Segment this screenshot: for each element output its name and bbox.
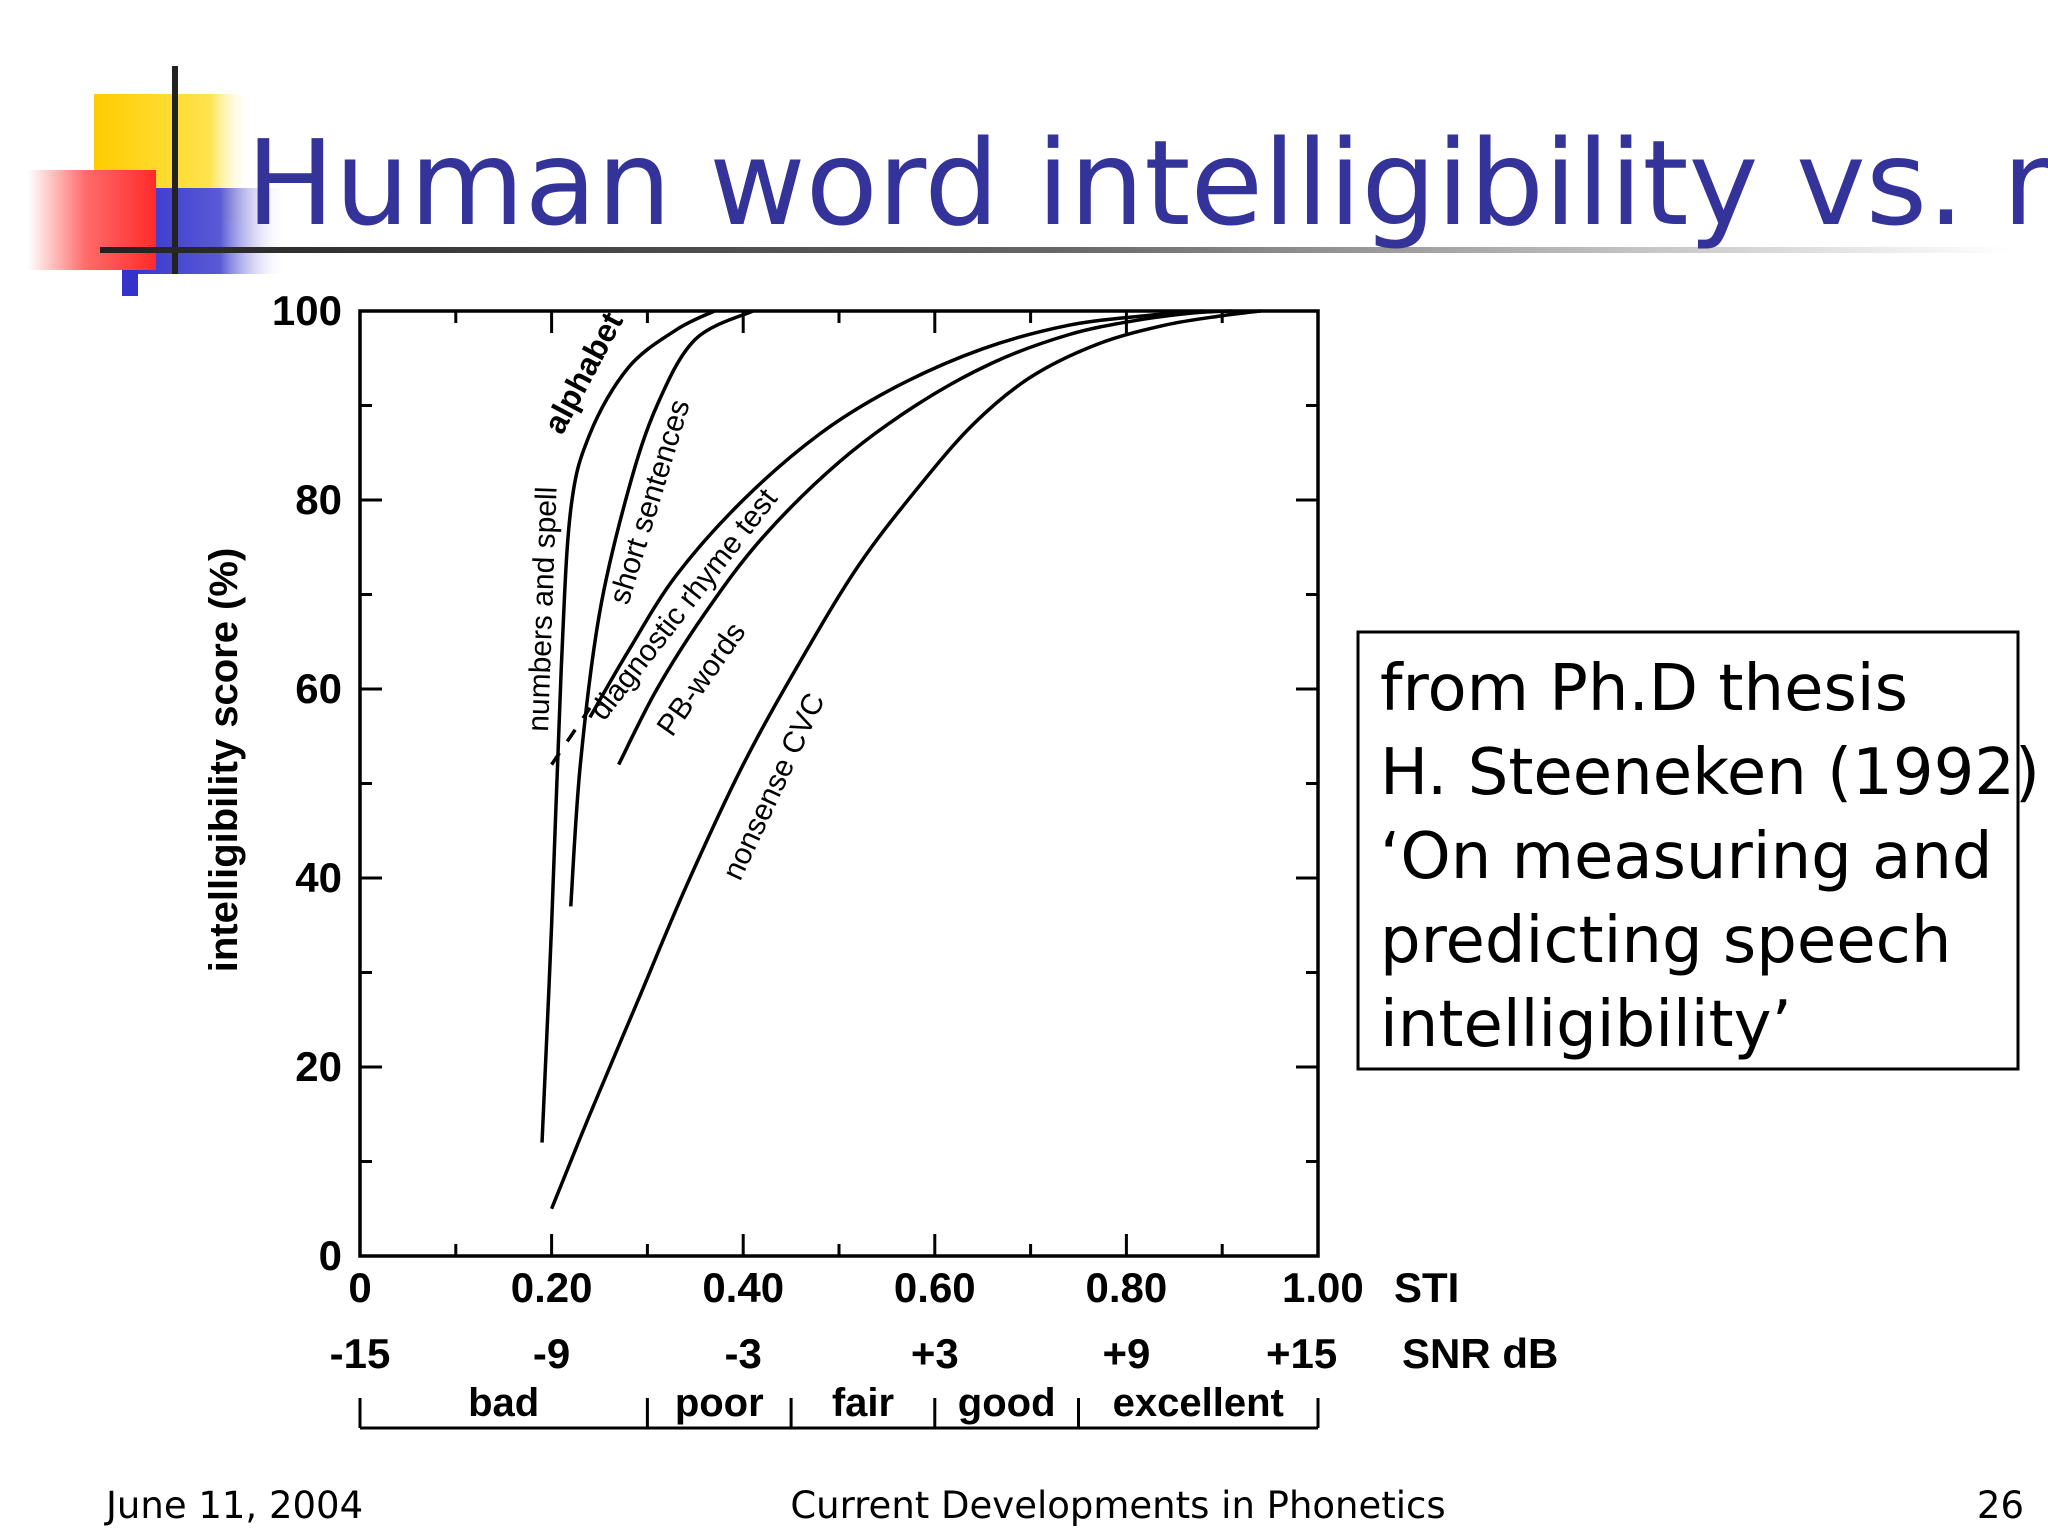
source-note-line-5: intelligibility’ — [1380, 988, 1792, 1062]
curve-pb-words — [617, 309, 1232, 766]
y-tick-label: 40 — [295, 854, 342, 901]
chart: 0 20 40 60 80 100 0 0.20 0.40 0.60 0.80 1.00 STI -15… — [202, 287, 1558, 1430]
footer-page-number: 26 — [1977, 1484, 2024, 1527]
footer-course: Current Developments in Phonetics — [790, 1484, 1445, 1527]
snr-tick-label: +3 — [911, 1330, 959, 1377]
plot-area-border — [358, 309, 1320, 1258]
rating-label: good — [958, 1381, 1056, 1425]
rating-label: bad — [468, 1381, 539, 1425]
rating-label: fair — [832, 1381, 894, 1425]
x-unit-label: STI — [1394, 1264, 1459, 1311]
page-title: Human word intelligibility vs. noise — [246, 114, 2048, 252]
snr-unit-label: SNR dB — [1402, 1330, 1558, 1377]
source-note-line-3: ‘On measuring and — [1380, 820, 1993, 894]
curve-label-numbers-and-spell: numbers and spell — [522, 486, 564, 732]
curve-short-sentences — [569, 309, 754, 907]
x-ticks: 0 0.20 0.40 0.60 0.80 1.00 STI -15 -9 -3 +3 +9 +15 SN… — [330, 311, 1558, 1377]
y-tick-label: 20 — [295, 1043, 342, 1090]
y-ticks: 0 20 40 60 80 100 — [272, 287, 1318, 1279]
title-rule — [100, 247, 2010, 253]
x-tick-label: 0 — [348, 1264, 371, 1311]
source-note-line-1: from Ph.D thesis — [1380, 652, 1908, 726]
x-tick-label: 0.60 — [894, 1264, 976, 1311]
y-axis-label: intelligibility score (%) — [202, 548, 246, 973]
snr-tick-label: -3 — [725, 1330, 762, 1377]
source-note-line-4: predicting speech — [1380, 904, 1951, 978]
y-tick-label: 0 — [319, 1232, 342, 1279]
footer-date: June 11, 2004 — [104, 1484, 363, 1527]
x-tick-label: 1.00 — [1282, 1264, 1364, 1311]
snr-tick-label: +15 — [1266, 1330, 1337, 1377]
x-tick-label: 0.20 — [511, 1264, 593, 1311]
deco-red-square — [28, 170, 156, 270]
curve-numbers-and-spell — [540, 309, 716, 1143]
y-tick-label: 60 — [295, 665, 342, 712]
snr-tick-label: -15 — [330, 1330, 391, 1377]
corner-decoration — [28, 66, 2010, 296]
plot-frame — [358, 309, 1320, 1258]
snr-tick-label: +9 — [1102, 1330, 1150, 1377]
snr-tick-label: -9 — [533, 1330, 570, 1377]
curve-diagnostic-rhyme-test — [588, 309, 1204, 719]
x-tick-label: 0.40 — [702, 1264, 784, 1311]
y-tick-label: 80 — [295, 476, 342, 523]
rating-scale: bad poor fair good excellent — [358, 1381, 1320, 1430]
deco-vertical-line — [172, 66, 178, 274]
source-note: from Ph.D thesis H. Steeneken (1992) ‘On… — [1356, 630, 2040, 1071]
x-tick-label: 0.80 — [1086, 1264, 1168, 1311]
source-note-box — [1356, 630, 2020, 1071]
rating-label: excellent — [1113, 1381, 1284, 1425]
curves — [540, 309, 1261, 1210]
curve-nonsense-cvc — [549, 309, 1261, 1210]
rating-label: poor — [675, 1381, 764, 1425]
y-tick-label: 100 — [272, 287, 342, 334]
source-note-line-2: H. Steeneken (1992) — [1380, 736, 2040, 810]
